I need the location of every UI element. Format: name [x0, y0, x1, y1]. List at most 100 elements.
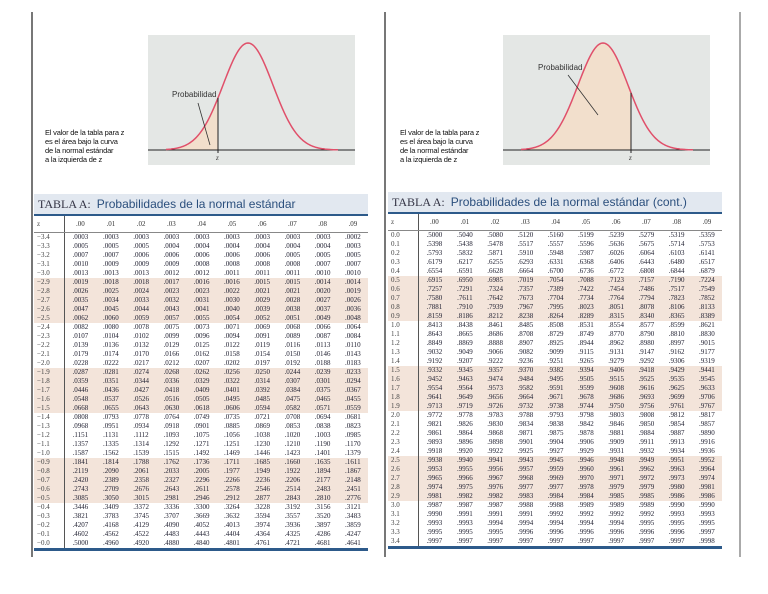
table-cell: .9750 [600, 402, 632, 411]
table-cell: .0003 [163, 233, 180, 241]
z-value-cell: −2.7 [34, 296, 65, 305]
table-cell: .1492 [193, 449, 210, 457]
table-cell: .9292 [638, 357, 655, 365]
table-cell: .7422 [570, 285, 601, 294]
table-cell: .4052 [193, 521, 210, 529]
table-cell: .2514 [277, 485, 308, 494]
table-cell: .1335 [102, 440, 119, 448]
table-cell: .6480 [668, 258, 685, 266]
table-cell: .9972 [631, 474, 662, 483]
table-cell: .4641 [344, 539, 361, 547]
table-cell: .6950 [449, 276, 480, 285]
table-cell: .8599 [668, 321, 685, 329]
table-cell: .7910 [449, 303, 480, 312]
table-row: 1.7.9554.9564.9573.9582.9591.9599.9608.9… [388, 384, 722, 393]
z-value-cell: 1.9 [388, 402, 419, 411]
table-row: 3.3 .9995 .9995 .9995 .9996 .9996 .9996 .9996 .9… [388, 528, 722, 537]
table-cell: .9985 [600, 492, 632, 501]
z-value-cell: 3.1 [388, 510, 419, 519]
table-cell: .9996 [608, 528, 624, 536]
table-row: −1.7.0446.0436.0427.0418.0409.0401.0392.… [34, 386, 368, 395]
z-value-cell: −2.0 [34, 359, 65, 368]
table-cell: .9554 [418, 384, 450, 393]
table-cell: .3372 [133, 503, 149, 511]
table-cell: .0013 [102, 269, 119, 277]
table-cell: .1379 [344, 449, 361, 457]
table-cell: .0122 [223, 341, 240, 349]
z-value-cell: −2.2 [34, 341, 65, 350]
table-row: −1.8.0359.0351.0344.0336.0329.0322.0314.… [34, 377, 368, 386]
table-cell: .0233 [337, 368, 368, 377]
column-header: .05 [570, 214, 601, 231]
table-cell: .0721 [254, 413, 270, 421]
table-cell: .5160 [547, 231, 564, 239]
table-cell: .0446 [64, 386, 96, 395]
table-title-right: TABLA A: Probabilidades de la normal est… [388, 192, 722, 214]
table-cell: .9986 [661, 492, 692, 501]
probability-table-left: z .00.01.02.03.04.05.06.07.08.09 −3.4.0003… [34, 216, 368, 548]
table-cell: .8621 [698, 321, 715, 329]
table-cell: .9980 [661, 483, 692, 492]
table-cell: .8413 [426, 321, 443, 329]
table-cell: .2033 [156, 467, 187, 476]
table-cell: .8770 [608, 330, 624, 338]
table-cell: .0838 [314, 422, 331, 430]
table-cell: .0033 [125, 296, 157, 305]
table-cell: .0007 [314, 260, 331, 268]
table-cell: .4247 [344, 530, 361, 538]
table-cell: .0336 [156, 377, 187, 386]
table-cell: .9564 [449, 384, 480, 393]
table-cell: .9177 [698, 348, 715, 356]
table-cell: .0049 [307, 314, 338, 323]
table-cell: .6879 [698, 267, 715, 275]
table-cell: .0239 [307, 368, 338, 377]
z-value-cell: −0.3 [34, 512, 65, 521]
table-cell: .9990 [698, 501, 715, 509]
table-cell: .1469 [223, 449, 240, 457]
table-cell: .0287 [64, 368, 96, 377]
table-cell: .8643 [426, 330, 443, 338]
table-cell: .8729 [547, 330, 564, 338]
table-cell: .4325 [284, 530, 301, 538]
table-cell: .0023 [186, 287, 217, 296]
table-row: −2.3 .0107 .0104 .0102 .0099 .0096 .0094 .0091.… [34, 332, 368, 341]
table-cell: .0006 [254, 251, 270, 259]
table-cell: .5714 [668, 240, 685, 248]
table-cell: .0918 [163, 422, 180, 430]
table-cell: .9893 [426, 438, 443, 446]
column-header: z [388, 214, 419, 231]
table-cell: .0080 [102, 323, 119, 331]
table-cell: .9936 [698, 447, 715, 455]
table-cell: .0020 [307, 287, 338, 296]
table-cell: .8869 [456, 339, 473, 347]
z-value-cell: −2.5 [34, 314, 65, 323]
table-cell: .5478 [487, 240, 503, 248]
table-cell: .0985 [344, 431, 361, 439]
table-cell: .9406 [600, 366, 632, 375]
table-cell: .9834 [517, 420, 534, 428]
table-cell: .9452 [418, 375, 450, 384]
table-cell: .9995 [456, 528, 473, 536]
table-cell: .0559 [337, 404, 368, 413]
z-value-cell: 1.3 [388, 348, 419, 357]
table-row: −0.5.3085.3050.3015.2981.2946.2912.2877.… [34, 494, 368, 503]
table-row: 3.4 .9997 .9997 .9997 .9997 .9997 .9997 .9997 .9… [388, 537, 722, 546]
table-cell: .1949 [246, 467, 278, 476]
table-cell: .9951 [661, 456, 692, 465]
column-header: .09 [337, 216, 368, 233]
table-cell: .9115 [578, 348, 594, 356]
z-value-cell: 1.4 [388, 357, 419, 366]
table-cell: .0427 [125, 386, 157, 395]
table-cell: .2843 [277, 494, 308, 503]
table-cell: .9854 [668, 420, 685, 428]
table-cell: .9279 [608, 357, 624, 365]
table-cell: .6736 [577, 267, 594, 275]
column-header: .07 [631, 214, 662, 231]
table-cell: .8238 [510, 312, 541, 321]
table-cell: .2743 [64, 485, 96, 494]
table-cell: .9846 [608, 420, 624, 428]
table-cell: .7852 [691, 294, 722, 303]
table-cell: .9976 [479, 483, 511, 492]
table-row: −3.4 .0003 .0003 .0003 .0003 .0003 .0003 .0003.… [34, 232, 368, 242]
z-value-cell: −0.0 [34, 539, 65, 548]
